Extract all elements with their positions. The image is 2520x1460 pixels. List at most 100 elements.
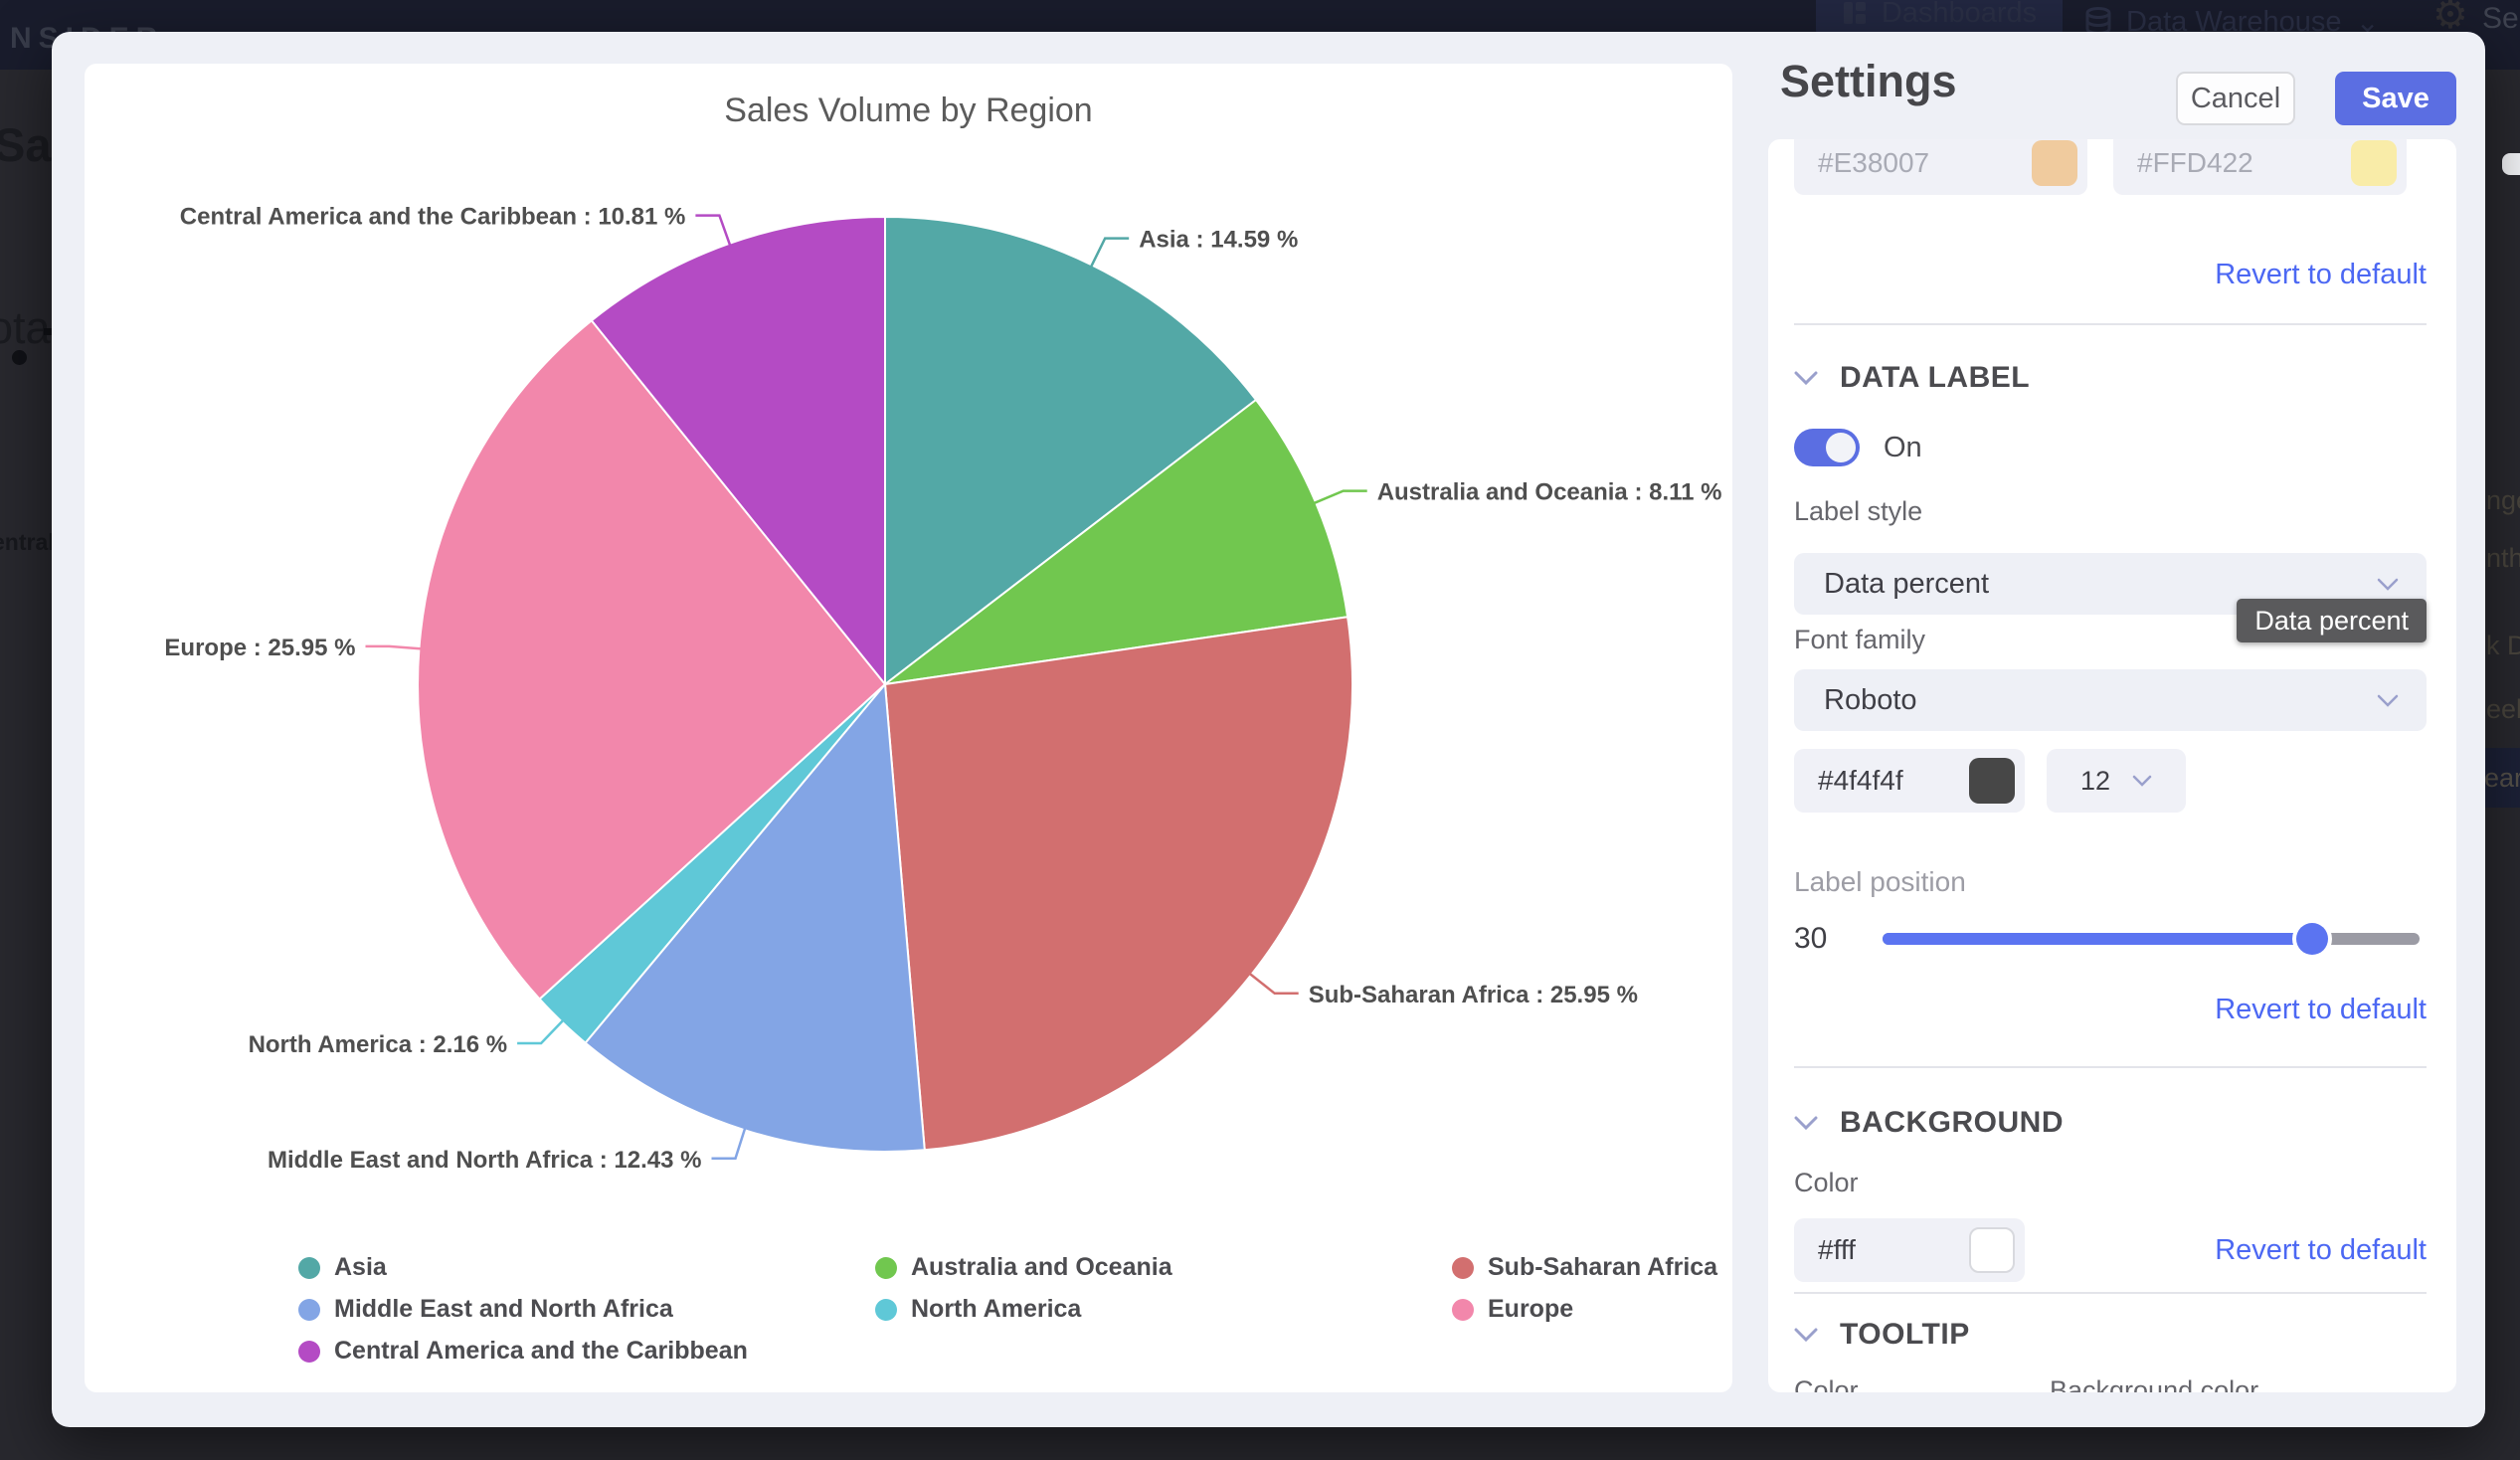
legend-dot-asia <box>298 1256 320 1279</box>
color-input-2-value: #FFD422 <box>2137 147 2253 178</box>
legend-item-sub-saharan-africa[interactable]: Sub-Saharan Africa <box>1452 1253 1717 1282</box>
font-color-value: #4f4f4f <box>1818 765 1903 796</box>
font-family-value: Roboto <box>1824 683 1917 716</box>
section-divider <box>1794 1292 2427 1294</box>
pie-data-label-middle-east-and-north-africa: Middle East and North Africa : 12.43 % <box>268 1147 702 1174</box>
legend-item-middle-east-and-north-africa[interactable]: Middle East and North Africa <box>298 1295 875 1324</box>
legend-label-north-america: North America <box>911 1295 1082 1323</box>
background-color-label: Color <box>1794 1168 1859 1197</box>
color-input-1-value: #E38007 <box>1818 147 1930 178</box>
background-color-swatch[interactable] <box>1969 1227 2015 1273</box>
background-dash-mark <box>44 328 56 335</box>
tooltip-section-header[interactable]: TOOLTIP <box>1794 1318 2427 1352</box>
background-white-panel-corner <box>2502 153 2520 175</box>
scrolled-color-inputs-row: #E38007 #FFD422 <box>1794 139 2427 195</box>
font-color-swatch[interactable] <box>1969 758 2015 804</box>
label-position-slider-thumb[interactable] <box>2296 923 2329 955</box>
legend-dot-europe <box>1452 1298 1474 1321</box>
pie-data-label-europe: Europe : 25.95 % <box>164 635 355 661</box>
tooltip-color-label: Color <box>1794 1375 1859 1392</box>
pie-data-label-sub-saharan-africa: Sub-Saharan Africa : 25.95 % <box>1309 982 1638 1008</box>
background-menu-fragment-week-d: k D <box>2486 631 2520 660</box>
legend-item-asia[interactable]: Asia <box>298 1253 875 1282</box>
nav-settings-label-fragment: Se <box>2482 2 2519 35</box>
chevron-down-icon[interactable] <box>1794 1116 1818 1130</box>
legend-label-europe: Europe <box>1488 1295 1574 1323</box>
pie-label-line-central-america-and-the-caribbean <box>695 214 732 249</box>
font-family-label: Font family <box>1794 625 1926 654</box>
background-bullet-dot <box>12 350 27 365</box>
data-label-section-header[interactable]: DATA LABEL <box>1794 361 2427 395</box>
pie-chart: Asia : 14.59 % Australia and Oceania : 8.… <box>164 204 1722 1174</box>
background-menu-fragment-year-highlighted: ear <box>2484 748 2520 808</box>
data-label-toggle[interactable] <box>1794 429 1860 466</box>
legend-item-north-america[interactable]: North America <box>875 1295 1452 1324</box>
revert-to-default-link-1[interactable]: Revert to default <box>2215 259 2427 290</box>
background-color-row: #fff Revert to default <box>1794 1218 2427 1282</box>
chart-title: Sales Volume by Region <box>724 91 1093 129</box>
label-position-slider[interactable] <box>1883 923 2421 955</box>
font-size-value: 12 <box>2079 765 2111 796</box>
section-divider <box>1794 1066 2427 1068</box>
legend-dot-central-america-and-the-caribbean <box>298 1340 320 1363</box>
chevron-down-icon[interactable] <box>1794 371 1818 385</box>
background-text-fragment-central: entral <box>0 529 55 555</box>
chart-settings-modal: Sales Volume by Region Asia : 14.59 % Aus… <box>52 32 2485 1427</box>
settings-scroll-panel[interactable]: #E38007 #FFD422 Revert to default DATA L… <box>1768 139 2456 1392</box>
pie-label-line-middle-east-and-north-africa <box>711 1126 747 1161</box>
toggle-state-label: On <box>1884 431 1922 463</box>
legend-item-australia-and-oceania[interactable]: Australia and Oceania <box>875 1253 1452 1282</box>
tooltip-section-title: TOOLTIP <box>1840 1318 1970 1351</box>
font-size-select[interactable]: 12 <box>2047 749 2186 813</box>
label-position-label: Label position <box>1794 866 1966 897</box>
settings-panel-title: Settings <box>1780 56 1957 106</box>
background-color-value: #fff <box>1818 1234 1856 1265</box>
pie-label-line-sub-saharan-africa <box>1247 971 1299 996</box>
legend-item-europe[interactable]: Europe <box>1452 1295 1717 1324</box>
data-label-section-title: DATA LABEL <box>1840 361 2031 394</box>
pie-data-label-asia: Asia : 14.59 % <box>1139 227 1298 254</box>
legend-label-central-america-and-the-caribbean: Central America and the Caribbean <box>334 1337 748 1365</box>
label-position-slider-row: 30 <box>1794 922 2427 956</box>
background-section-title: BACKGROUND <box>1840 1106 2064 1139</box>
tooltip-background-color-label: Background color <box>2050 1375 2259 1392</box>
data-label-toggle-row: On <box>1794 429 2427 466</box>
legend-dot-north-america <box>875 1298 897 1321</box>
color-swatch-2[interactable] <box>2351 140 2397 186</box>
legend-label-sub-saharan-africa: Sub-Saharan Africa <box>1488 1253 1718 1281</box>
background-text-fragment-total: ota <box>0 302 51 353</box>
pie-label-line-europe <box>365 644 424 650</box>
legend-item-central-america-and-the-caribbean[interactable]: Central America and the Caribbean <box>298 1337 875 1366</box>
dashboard-grid-icon <box>1842 0 1868 26</box>
pie-label-line-north-america <box>517 1017 566 1045</box>
chevron-down-icon <box>2377 578 2399 591</box>
font-family-dropdown[interactable]: Roboto <box>1794 669 2427 731</box>
label-style-value: Data percent <box>1824 567 1990 600</box>
gear-icon[interactable]: ⚙ <box>2432 0 2468 37</box>
background-menu-fragment-month: nth <box>2486 543 2520 573</box>
cancel-button[interactable]: Cancel <box>2176 72 2295 125</box>
revert-to-default-link-2[interactable]: Revert to default <box>2215 994 2427 1025</box>
color-input-1[interactable]: #E38007 <box>1794 139 2087 195</box>
chart-preview-card: Sales Volume by Region Asia : 14.59 % Aus… <box>85 64 1732 1392</box>
font-color-input[interactable]: #4f4f4f <box>1794 749 2025 813</box>
label-style-hover-tooltip: Data percent <box>2237 599 2427 642</box>
color-swatch-1[interactable] <box>2032 140 2077 186</box>
label-position-value: 30 <box>1794 922 1828 955</box>
background-section-header[interactable]: BACKGROUND <box>1794 1106 2427 1140</box>
toggle-knob <box>1826 433 1856 462</box>
chevron-down-icon <box>2132 775 2152 787</box>
chevron-down-icon[interactable] <box>1794 1328 1818 1342</box>
pie-data-label-australia-and-oceania: Australia and Oceania : 8.11 % <box>1377 479 1722 506</box>
background-color-input[interactable]: #fff <box>1794 1218 2025 1282</box>
color-input-2[interactable]: #FFD422 <box>2113 139 2407 195</box>
pie-slice-sub-saharan-africa[interactable] <box>883 616 1353 1152</box>
legend-dot-middle-east-and-north-africa <box>298 1298 320 1321</box>
revert-to-default-link-3[interactable]: Revert to default <box>2215 1233 2427 1266</box>
legend-dot-sub-saharan-africa <box>1452 1256 1474 1279</box>
legend-dot-australia-and-oceania <box>875 1256 897 1279</box>
save-button[interactable]: Save <box>2335 72 2456 125</box>
legend-label-asia: Asia <box>334 1253 387 1281</box>
background-menu-fragment-week: eek <box>2486 694 2520 724</box>
